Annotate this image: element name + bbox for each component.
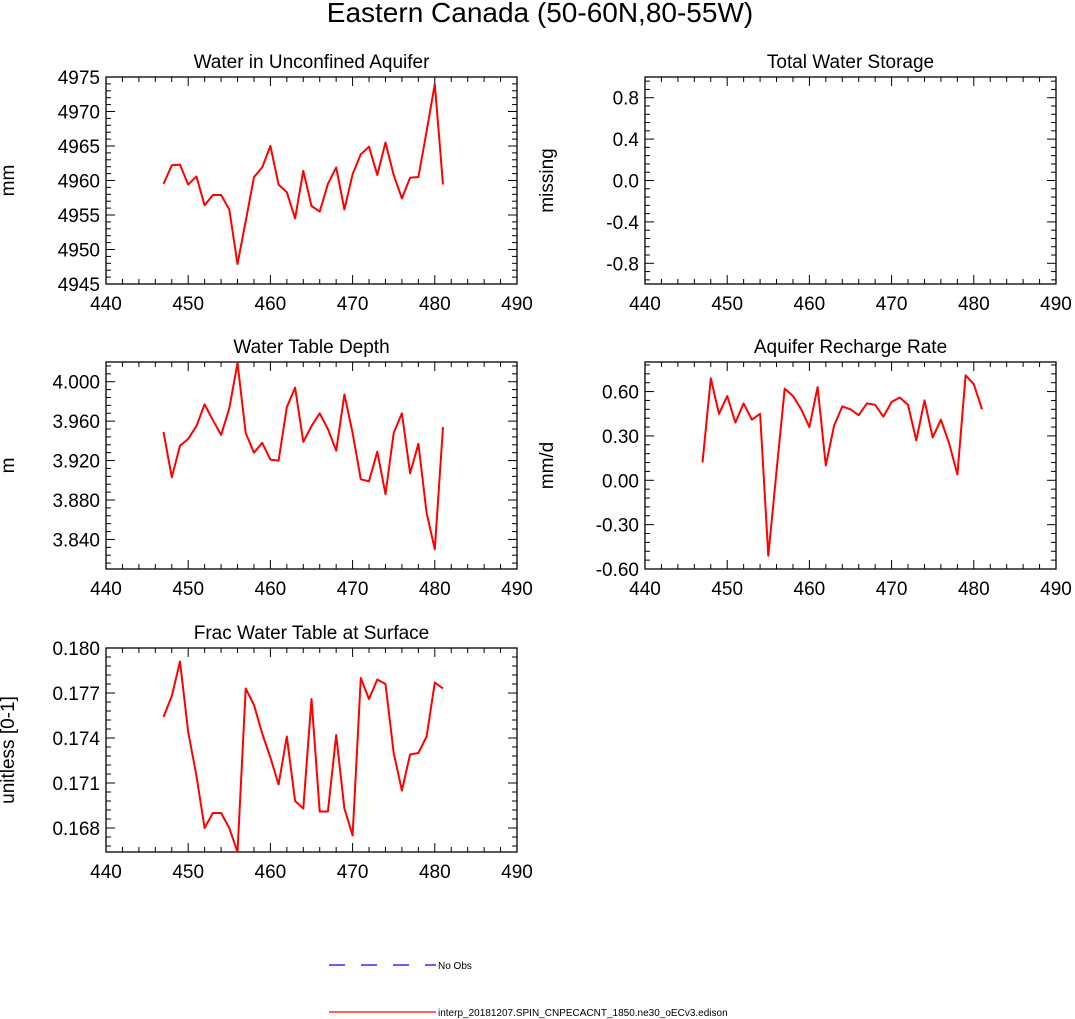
x-tick-label: 480 [958,579,990,600]
y-tick-label: 0.4 [613,130,640,151]
series-line-model [162,660,444,853]
y-tick-label: 4960 [58,172,100,193]
panel-water-in-unconfined-aquifer: Water in Unconfined Aquifer mm 440 450 460 47… [0,52,533,315]
x-tick-label: 470 [876,579,908,600]
x-tick-label: 490 [501,862,533,883]
y-tick-label: -0.8 [606,254,639,275]
x-tick-label: 440 [629,579,661,600]
x-tick-label: 440 [629,294,661,315]
panel-title: Total Water Storage [767,52,934,73]
panel-frac-water-table-at-surface: Frac Water Table at Surface unitless [0-1… [0,623,533,883]
x-tick-label: 460 [255,862,287,883]
y-axis-label: m [0,458,19,474]
y-tick-label: 4965 [58,137,100,158]
y-tick-label: 4970 [58,103,100,124]
x-tick-label: 490 [1040,579,1072,600]
x-tick-label: 490 [501,579,533,600]
x-tick-label: 450 [711,294,743,315]
x-tick-label: 480 [419,862,451,883]
panel-title: Frac Water Table at Surface [194,623,430,644]
panel-title: Water in Unconfined Aquifer [194,52,431,73]
y-tick-label: 4975 [58,68,100,89]
x-tick-label: 440 [90,579,122,600]
y-tick-label: 0.168 [52,819,100,840]
plot-frame [644,361,1057,570]
legend: No Obs interp_20181207.SPIN_CNPECACNT_18… [329,961,728,1019]
y-tick-label: 4.000 [52,373,100,394]
figure-title: Eastern Canada (50-60N,80-55W) [327,0,753,28]
y-tick-label: -0.4 [606,213,639,234]
x-tick-label: 450 [711,579,743,600]
x-tick-label: 450 [172,294,204,315]
y-axis-label: mm [0,165,19,197]
y-tick-label: 3.880 [52,491,100,512]
y-tick-label: 3.840 [52,530,100,551]
series-line-model [701,374,983,557]
x-tick-label: 460 [794,579,826,600]
y-tick-label: 0.30 [602,427,639,448]
x-tick-label: 450 [172,579,204,600]
x-tick-label: 460 [255,579,287,600]
y-axis-label: unitless [0-1] [0,696,19,804]
panel-title: Aquifer Recharge Rate [754,337,947,358]
legend-obs-label: No Obs [438,961,472,972]
x-tick-label: 490 [1040,294,1072,315]
y-tick-label: 0.180 [52,639,100,660]
x-tick-label: 480 [419,579,451,600]
plot-frame [644,76,1057,285]
x-tick-label: 440 [90,862,122,883]
y-tick-label: 0.0 [613,172,639,193]
y-tick-label: 0.174 [52,729,100,750]
x-tick-label: 490 [501,294,533,315]
plot-frame [105,647,518,853]
panel-water-table-depth: Water Table Depth m 440 450 460 470 480 490 3.84… [0,337,533,600]
y-axis-label: mm/d [537,442,558,490]
y-tick-label: 3.960 [52,412,100,433]
y-tick-label: 0.177 [52,684,100,705]
x-tick-label: 470 [337,294,369,315]
y-tick-label: 4950 [58,241,100,262]
y-tick-label: -0.60 [596,560,639,581]
x-tick-label: 460 [255,294,287,315]
y-tick-label: 0.8 [613,89,639,110]
plot-frame [105,76,518,285]
x-tick-label: 470 [876,294,908,315]
y-tick-label: 0.171 [52,774,100,795]
x-tick-label: 460 [794,294,826,315]
panel-title: Water Table Depth [233,337,389,358]
y-tick-label: 0.60 [602,383,639,404]
x-tick-label: 450 [172,862,204,883]
y-tick-label: 4955 [58,206,100,227]
y-tick-label: 3.920 [52,452,100,473]
y-tick-label: 4945 [58,275,100,296]
x-tick-label: 470 [337,579,369,600]
series-line-model [162,362,444,551]
x-tick-label: 480 [419,294,451,315]
series-line-model [162,82,444,265]
y-tick-label: -0.30 [596,516,639,537]
x-tick-label: 440 [90,294,122,315]
panel-aquifer-recharge-rate: Aquifer Recharge Rate mm/d 440 450 460 470 480… [537,337,1072,600]
y-axis-label: missing [537,148,558,212]
y-tick-label: 0.00 [602,471,639,492]
panel-total-water-storage: Total Water Storage missing 440 450 460 470 48… [537,52,1072,315]
plot-frame [105,361,518,570]
x-tick-label: 470 [337,862,369,883]
legend-model-label: interp_20181207.SPIN_CNPECACNT_1850.ne30… [438,1008,728,1019]
x-tick-label: 480 [958,294,990,315]
